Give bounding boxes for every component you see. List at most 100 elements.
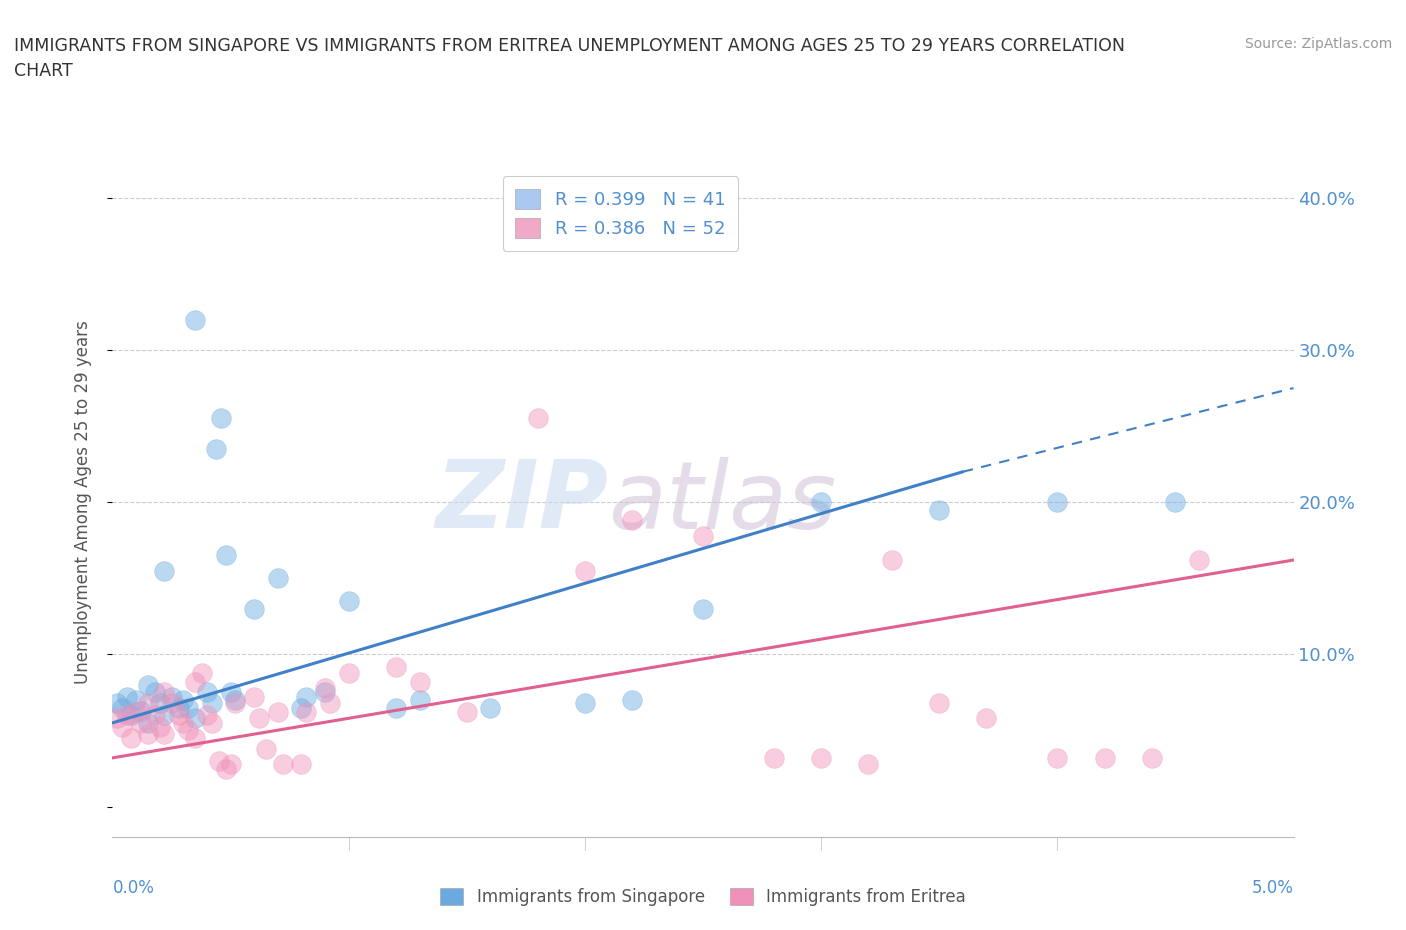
Point [172, 715, 194, 730]
Point [456, 705, 478, 720]
Point [1188, 552, 1211, 567]
Point [271, 756, 294, 771]
Point [762, 751, 785, 765]
Point [219, 685, 242, 700]
Point [1046, 495, 1069, 510]
Point [129, 703, 152, 718]
Point [247, 711, 270, 725]
Point [177, 723, 200, 737]
Text: ZIP: ZIP [436, 457, 609, 548]
Point [111, 700, 134, 715]
Point [267, 571, 290, 586]
Text: IMMIGRANTS FROM SINGAPORE VS IMMIGRANTS FROM ERITREA UNEMPLOYMENT AMONG AGES 25 : IMMIGRANTS FROM SINGAPORE VS IMMIGRANTS … [14, 37, 1125, 80]
Point [337, 665, 360, 680]
Point [215, 761, 238, 776]
Point [858, 756, 880, 771]
Point [105, 711, 128, 725]
Point [1046, 751, 1069, 765]
Point [201, 715, 224, 730]
Point [224, 693, 246, 708]
Point [177, 700, 200, 715]
Text: 0.0%: 0.0% [112, 879, 155, 897]
Point [621, 513, 644, 528]
Point [810, 495, 832, 510]
Point [928, 696, 950, 711]
Point [120, 731, 142, 746]
Point [810, 751, 832, 765]
Point [129, 715, 152, 730]
Point [136, 677, 159, 692]
Point [1140, 751, 1163, 765]
Legend: Immigrants from Singapore, Immigrants from Eritrea: Immigrants from Singapore, Immigrants fr… [433, 881, 973, 912]
Point [319, 696, 342, 711]
Point [149, 720, 172, 735]
Point [136, 726, 159, 741]
Legend: R = 0.399   N = 41, R = 0.386   N = 52: R = 0.399 N = 41, R = 0.386 N = 52 [502, 177, 738, 250]
Point [290, 756, 312, 771]
Point [153, 726, 176, 741]
Point [184, 711, 207, 725]
Point [172, 693, 194, 708]
Point [295, 705, 318, 720]
Point [160, 689, 183, 704]
Point [167, 708, 190, 723]
Point [184, 312, 207, 327]
Point [385, 700, 408, 715]
Point [205, 442, 228, 457]
Point [621, 693, 644, 708]
Point [195, 708, 218, 723]
Point [692, 528, 714, 543]
Point [243, 689, 266, 704]
Point [184, 674, 207, 689]
Text: Source: ZipAtlas.com: Source: ZipAtlas.com [1244, 37, 1392, 51]
Point [208, 753, 231, 768]
Point [136, 715, 159, 730]
Point [201, 696, 224, 711]
Point [153, 685, 176, 700]
Point [191, 665, 214, 680]
Point [479, 700, 502, 715]
Point [143, 708, 166, 723]
Point [337, 593, 360, 608]
Point [195, 685, 218, 700]
Point [408, 674, 430, 689]
Point [692, 602, 714, 617]
Point [111, 720, 134, 735]
Point [290, 700, 312, 715]
Point [143, 685, 166, 700]
Point [1094, 751, 1116, 765]
Point [160, 696, 183, 711]
Point [314, 681, 336, 696]
Point [115, 689, 138, 704]
Point [184, 731, 207, 746]
Point [136, 696, 159, 711]
Point [1164, 495, 1187, 510]
Point [153, 708, 176, 723]
Point [115, 708, 138, 723]
Point [125, 705, 148, 720]
Point [167, 700, 190, 715]
Point [526, 411, 548, 426]
Point [105, 696, 128, 711]
Point [120, 708, 142, 723]
Point [574, 564, 596, 578]
Point [408, 693, 430, 708]
Point [243, 602, 266, 617]
Point [880, 552, 903, 567]
Point [314, 685, 336, 700]
Point [254, 741, 277, 756]
Point [295, 689, 318, 704]
Point [209, 411, 232, 426]
Point [215, 548, 238, 563]
Point [125, 693, 148, 708]
Point [267, 705, 290, 720]
Point [149, 696, 172, 711]
Point [219, 756, 242, 771]
Point [153, 564, 176, 578]
Point [928, 502, 950, 517]
Text: 5.0%: 5.0% [1251, 879, 1294, 897]
Y-axis label: Unemployment Among Ages 25 to 29 years: Unemployment Among Ages 25 to 29 years [73, 320, 91, 684]
Point [976, 711, 998, 725]
Point [224, 696, 246, 711]
Point [574, 696, 596, 711]
